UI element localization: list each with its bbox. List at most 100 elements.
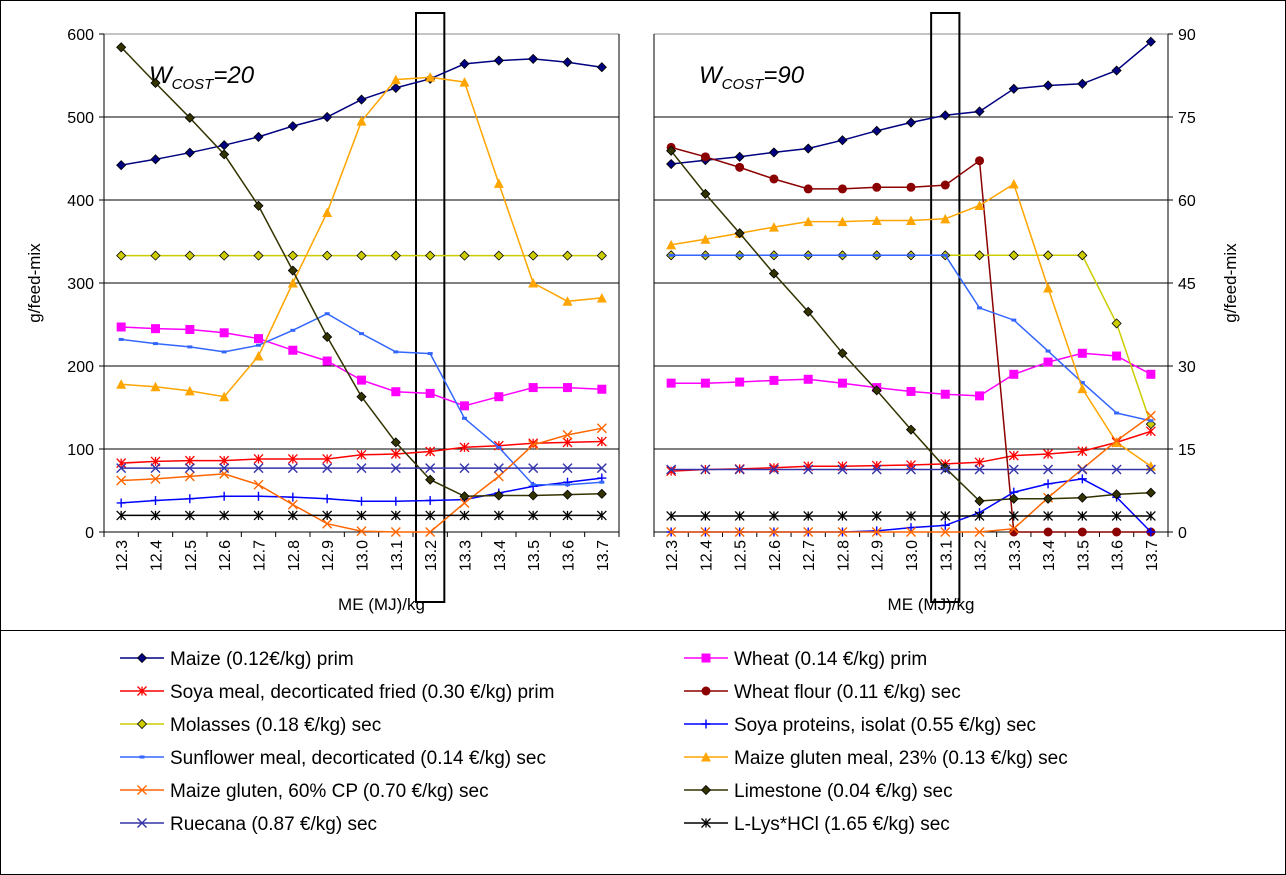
data-point <box>1146 527 1156 537</box>
data-point <box>253 351 264 361</box>
data-point <box>1043 282 1054 293</box>
data-point <box>803 143 814 154</box>
data-point <box>1077 474 1087 484</box>
data-point <box>459 491 470 502</box>
legend-item-wheat-flour-0-11-kg-sec: Wheat flour (0.11 €/kg) sec <box>684 682 961 703</box>
data-point <box>391 387 401 397</box>
x-axis-label: ME (MJ)/kg <box>338 595 425 614</box>
data-point <box>837 184 847 194</box>
legend-label: Maize gluten, 60% CP (0.70 €/kg) sec <box>170 781 489 802</box>
data-point <box>322 356 332 366</box>
legend-marker <box>137 785 147 795</box>
data-point <box>700 234 711 244</box>
data-point <box>562 510 573 521</box>
x-tick-label: 13.3 <box>458 540 475 571</box>
data-point <box>837 135 848 146</box>
data-point <box>116 322 126 332</box>
data-point <box>185 494 195 504</box>
legend-item-l-lys-hcl-1-65-kg-sec: L-Lys*HCl (1.65 €/kg) sec <box>684 814 950 835</box>
data-point <box>940 464 951 475</box>
data-point <box>906 464 916 475</box>
series-maize-0-12-kg-prim <box>666 36 1156 170</box>
data-point <box>528 250 539 261</box>
legend-marker <box>701 653 711 663</box>
data-point <box>287 499 298 510</box>
data-point <box>322 510 333 521</box>
data-point <box>700 464 711 475</box>
data-point <box>1043 464 1054 475</box>
data-point <box>1043 527 1053 537</box>
data-point <box>219 463 230 474</box>
data-point <box>425 72 436 82</box>
data-point <box>1111 437 1122 447</box>
data-point <box>1077 78 1088 89</box>
data-point <box>871 464 882 475</box>
data-point <box>219 455 230 466</box>
data-point <box>837 378 847 388</box>
legend-marker <box>136 718 148 730</box>
series-maize-gluten-meal-23-0-13-kg-sec <box>666 178 1156 471</box>
legend-marker <box>701 686 711 696</box>
data-point <box>1009 369 1019 379</box>
data-point <box>735 377 745 387</box>
data-point <box>459 510 470 521</box>
y-tick-label: 15 <box>1178 442 1196 459</box>
data-point <box>666 527 677 537</box>
legend-item-limestone-0-04-kg-sec: Limestone (0.04 €/kg) sec <box>684 781 953 802</box>
data-point <box>1043 449 1054 459</box>
data-point <box>322 111 333 123</box>
legend-label: Maize (0.12€/kg) prim <box>170 649 354 670</box>
series-maize-gluten-60-cp-0-70-kg-sec <box>116 423 607 537</box>
data-point <box>1145 36 1156 47</box>
data-point <box>151 495 160 505</box>
data-point <box>116 379 127 389</box>
data-point <box>1008 493 1019 504</box>
data-point <box>597 384 607 394</box>
data-point <box>596 488 607 499</box>
x-tick-label: 13.0 <box>904 540 921 571</box>
data-point <box>253 131 264 142</box>
data-point <box>769 375 779 385</box>
legend-label: Maize gluten meal, 23% (0.13 €/kg) sec <box>734 748 1068 769</box>
x-tick-label: 12.7 <box>252 540 269 571</box>
data-point <box>425 527 436 537</box>
legend-item-sunflower-meal-decorticated-0-14-kg-sec: Sunflower meal, decorticated (0.14 €/kg)… <box>120 748 546 769</box>
highlight-box <box>415 12 446 603</box>
data-point <box>1145 510 1156 521</box>
data-point <box>287 463 298 474</box>
data-point <box>254 334 263 344</box>
data-point <box>390 82 401 94</box>
data-point <box>528 490 539 501</box>
data-point <box>871 125 882 136</box>
data-point <box>493 463 504 474</box>
legend-label: Limestone (0.04 €/kg) sec <box>734 781 953 802</box>
y-axis-label: g/feed-mix <box>1221 243 1240 323</box>
legend-label: Soya meal, decorticated fried (0.30 €/kg… <box>170 682 554 703</box>
x-tick-label: 12.9 <box>320 540 337 571</box>
data-point <box>116 498 126 508</box>
legend-marker <box>137 818 147 828</box>
data-point <box>493 490 504 501</box>
data-point <box>563 383 572 393</box>
data-point <box>940 527 951 537</box>
data-point <box>390 510 401 521</box>
chart-panel: 0 100 200 300 400 500 600 12.3 12.4 12.5 12.6 12.7 1… <box>25 12 620 614</box>
data-point <box>493 178 504 188</box>
x-tick-label: 12.3 <box>114 540 131 571</box>
data-point <box>1043 357 1053 367</box>
data-point <box>700 378 710 388</box>
data-point <box>116 463 127 474</box>
legend-item-ruecana-0-87-kg-sec: Ruecana (0.87 €/kg) sec <box>120 814 377 835</box>
data-point <box>356 116 367 126</box>
legend-label: Soya proteins, isolat (0.55 €/kg) sec <box>734 715 1036 736</box>
data-point <box>219 510 230 521</box>
data-point <box>322 454 333 464</box>
y-tick-label: 600 <box>67 27 94 44</box>
y-tick-label: 75 <box>1178 110 1196 127</box>
data-point <box>356 250 367 261</box>
data-point <box>562 250 573 261</box>
x-tick-label: 13.5 <box>526 540 543 571</box>
x-tick-label: 13.7 <box>1144 540 1161 571</box>
y-tick-label: 45 <box>1178 276 1196 293</box>
